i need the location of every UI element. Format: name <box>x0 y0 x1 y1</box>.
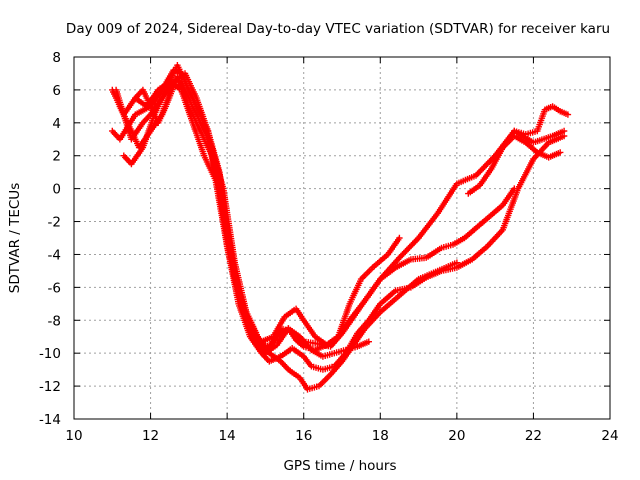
y-tick-label: -6 <box>48 280 61 296</box>
y-tick-label: -8 <box>48 313 61 329</box>
y-tick-label: 2 <box>52 149 61 165</box>
series-markers <box>499 103 572 151</box>
chart-title: Day 009 of 2024, Sidereal Day-to-day VTE… <box>66 21 610 37</box>
plot-frame <box>73 56 611 420</box>
x-tick-label: 18 <box>372 428 389 444</box>
y-tick-label: -4 <box>48 247 61 263</box>
y-axis-label: SDTVAR / TECUs <box>7 183 23 293</box>
series-track-2 <box>112 78 518 350</box>
x-axis-label: GPS time / hours <box>283 458 396 474</box>
series-line <box>123 64 458 390</box>
x-tick-label: 16 <box>295 428 312 444</box>
y-tick-label: -2 <box>48 215 61 231</box>
x-tick-label: 10 <box>65 428 82 444</box>
x-tick-label: 20 <box>448 428 465 444</box>
y-tick-label: 4 <box>52 116 61 132</box>
grid <box>74 57 610 419</box>
y-tick-label: 0 <box>52 182 61 198</box>
x-tick-label: 14 <box>219 428 236 444</box>
series-track-6 <box>132 73 372 360</box>
y-tick-label: -12 <box>39 379 61 395</box>
x-tick-label: 22 <box>525 428 542 444</box>
series-line <box>134 76 370 358</box>
series-track-8 <box>499 103 572 151</box>
y-tick-label: 8 <box>52 50 61 66</box>
y-tick-label: -10 <box>39 346 61 362</box>
x-tick-label: 24 <box>601 428 618 444</box>
series-markers <box>112 78 518 350</box>
series-line <box>115 81 515 348</box>
y-tick-label: -14 <box>39 412 61 428</box>
x-tick-label: 12 <box>142 428 159 444</box>
series-markers <box>120 62 461 393</box>
series-line <box>111 81 565 371</box>
series-markers <box>132 73 372 360</box>
y-tick-label: 6 <box>52 83 61 99</box>
series-track-7 <box>465 132 564 197</box>
plot-series <box>109 62 572 393</box>
series-track-5 <box>120 62 461 393</box>
